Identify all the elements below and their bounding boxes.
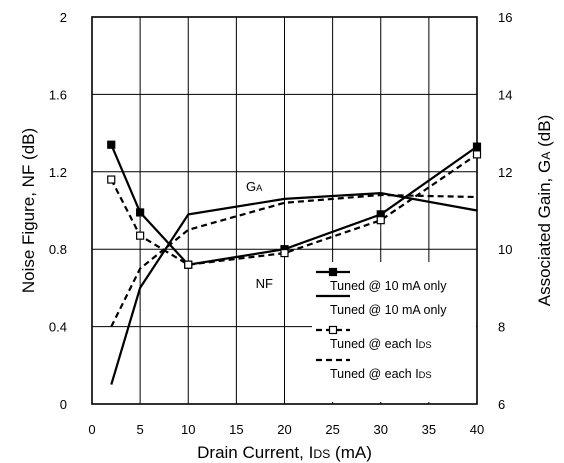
y2-tick-label: 6: [498, 397, 505, 412]
legend-label: Tuned @ 10 mA only: [330, 303, 447, 317]
data-point-marker: [107, 175, 116, 184]
x-tick-label: 10: [181, 422, 195, 437]
y-tick-label: 0.8: [49, 242, 67, 257]
legend-label: Tuned @ each IDS: [330, 337, 432, 351]
y2-tick-label: 14: [498, 87, 512, 102]
annotation-nf: NF: [256, 276, 273, 291]
data-point-marker: [107, 140, 116, 149]
data-point-marker: [184, 260, 193, 269]
y2-tick-label: 8: [498, 320, 505, 335]
annotation-ga: GA: [246, 179, 263, 194]
data-point-marker: [136, 208, 145, 217]
data-point-marker: [376, 216, 385, 225]
x-tick-label: 25: [325, 422, 339, 437]
y-tick-label: 0.4: [49, 320, 67, 335]
data-point-marker: [472, 142, 482, 151]
y-tick-label: 2: [60, 10, 67, 25]
data-point-marker: [136, 231, 145, 240]
x-axis-title: Drain Current, IDS (mA): [197, 443, 372, 462]
legend-background: [312, 262, 476, 402]
y2-tick-label: 10: [498, 242, 512, 257]
y-tick-label: 1.6: [49, 87, 67, 102]
x-tick-label: 15: [229, 422, 243, 437]
x-tick-label: 40: [470, 422, 484, 437]
legend-box: [312, 262, 476, 402]
y-tick-label: 1.2: [49, 165, 67, 180]
x-tick-label: 5: [137, 422, 144, 437]
x-tick-label: 0: [88, 422, 95, 437]
tick-labels: 0 5 10 15 20 25 30 35 40 0 0.4 0.8 1.2 1.6 2 6 8 10 12 14 16: [49, 10, 513, 437]
x-tick-label: 35: [422, 422, 436, 437]
series-line-nf-dashed: [110, 153, 478, 266]
x-tick-label: 30: [374, 422, 388, 437]
y2-tick-label: 12: [498, 165, 512, 180]
legend-marker-sample: [328, 325, 338, 335]
annotations: GA NF: [246, 179, 273, 291]
series-line-ga-solid: [110, 191, 478, 385]
series-line-nf-solid: [110, 144, 478, 266]
y2-tick-label: 16: [498, 10, 512, 25]
y2-axis-title: Associated Gain, GA (dB): [535, 115, 554, 306]
series-line-ga-dashed: [110, 193, 478, 328]
x-tick-label: 20: [277, 422, 291, 437]
y-axis-title: Noise Figure, NF (dB): [19, 128, 38, 293]
series-layer: [107, 140, 482, 385]
data-point-marker: [472, 150, 482, 159]
legend: Tuned @ 10 mA only Tuned @ 10 mA only Tune…: [316, 267, 447, 381]
data-point-marker: [280, 248, 289, 258]
legend-label: Tuned @ 10 mA only: [330, 279, 447, 293]
legend-label: Tuned @ each IDS: [330, 367, 432, 381]
y-tick-label: 0: [60, 397, 67, 412]
legend-marker-sample: [328, 267, 338, 277]
